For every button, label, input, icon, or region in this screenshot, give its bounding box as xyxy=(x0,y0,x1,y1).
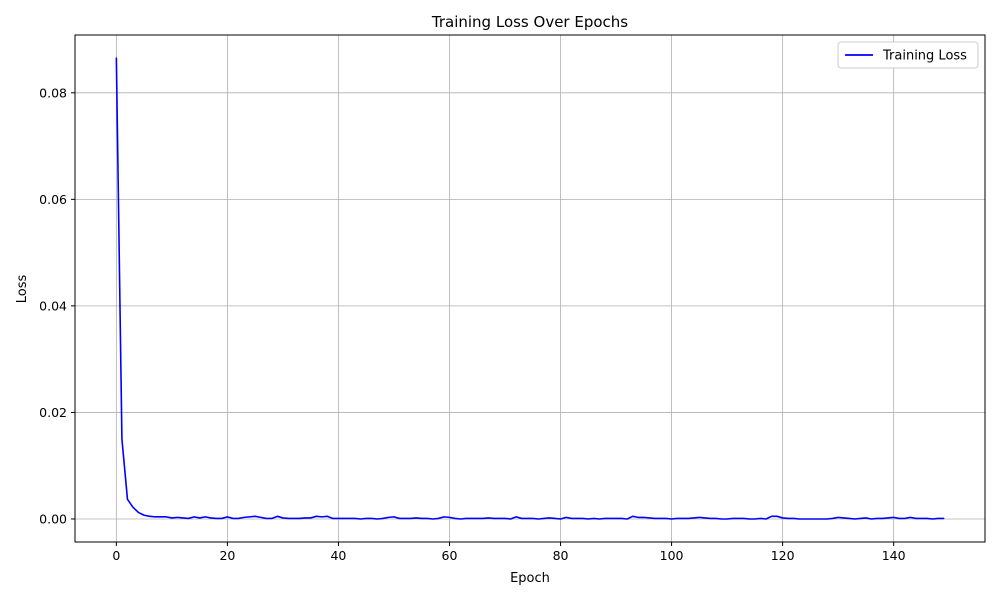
x-axis-ticks: 0 20 40 60 80 100 120 140 xyxy=(112,542,906,563)
legend: Training Loss xyxy=(837,41,979,69)
x-tick-label: 80 xyxy=(553,548,569,563)
chart-title: Training Loss Over Epochs xyxy=(431,13,628,31)
plot-area xyxy=(75,35,985,542)
x-tick-label: 0 xyxy=(112,548,120,563)
x-axis-title: Epoch xyxy=(510,571,550,586)
y-tick-label: 0.06 xyxy=(39,192,67,207)
y-tick-label: 0.00 xyxy=(39,511,67,526)
x-tick-label: 60 xyxy=(442,548,458,563)
series-line-training-loss xyxy=(115,57,945,520)
y-axis-title: Loss xyxy=(15,275,30,304)
plot-frame xyxy=(74,34,986,543)
y-tick-label: 0.08 xyxy=(39,85,67,100)
x-tick-label: 100 xyxy=(660,548,684,563)
x-tick-label: 40 xyxy=(330,548,346,563)
series-layer xyxy=(115,57,945,520)
y-axis-ticks: 0.00 0.02 0.04 0.06 0.08 xyxy=(39,85,75,526)
x-tick-label: 120 xyxy=(771,548,795,563)
y-tick-label: 0.02 xyxy=(39,405,67,420)
grid-lines xyxy=(75,35,985,542)
x-tick-label: 20 xyxy=(219,548,235,563)
y-tick-label: 0.04 xyxy=(39,298,67,313)
legend-label-training-loss: Training Loss xyxy=(882,49,967,64)
legend-box xyxy=(837,41,979,69)
x-tick-label: 140 xyxy=(882,548,906,563)
